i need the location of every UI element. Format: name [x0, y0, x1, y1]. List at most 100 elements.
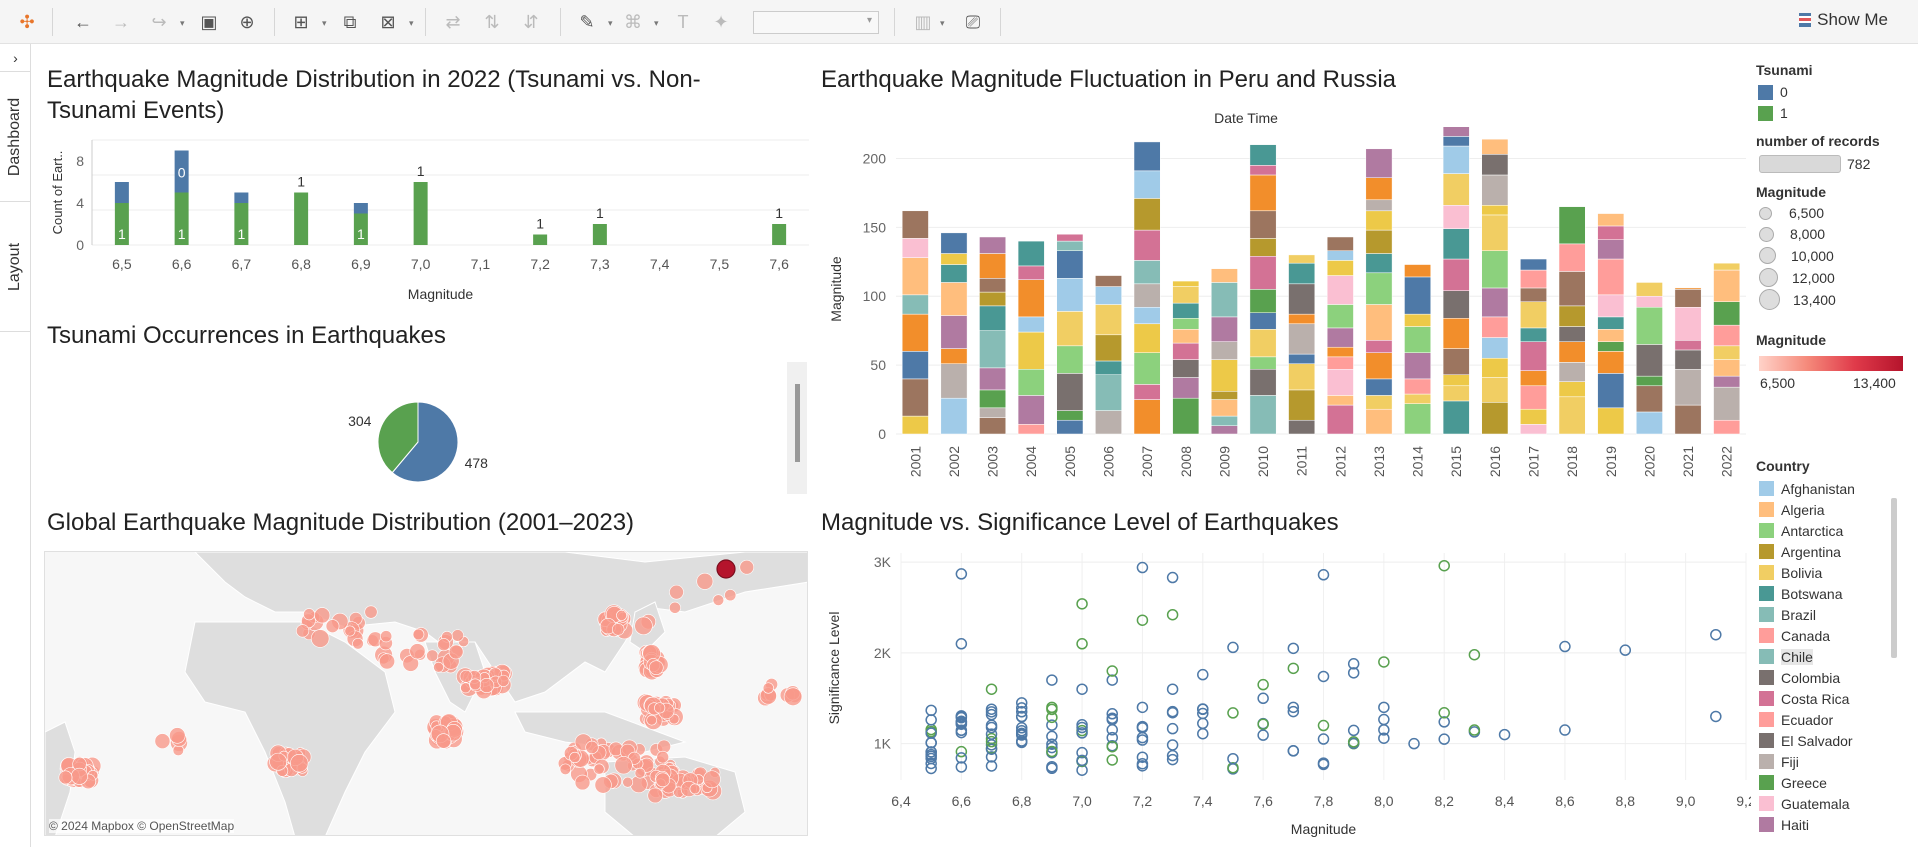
replay-dropdown-icon[interactable]: ▾: [180, 18, 185, 29]
show-cards-icon[interactable]: ▥: [910, 9, 936, 35]
save-icon[interactable]: ▣: [196, 9, 222, 35]
bar-segment: [1366, 211, 1392, 230]
country-legend-item[interactable]: Canada: [1757, 625, 1892, 646]
country-legend-item[interactable]: Brazil: [1757, 604, 1892, 625]
bar-segment: [1636, 307, 1662, 344]
country-legend-item[interactable]: Botswana: [1757, 583, 1892, 604]
bar-segment: [1018, 395, 1044, 424]
x-tick-label: 2008: [1178, 446, 1194, 477]
bar-segment: [1714, 263, 1740, 270]
tsunami-legend-item[interactable]: 0: [1758, 84, 1788, 100]
bar-segment: [1289, 324, 1315, 354]
bar-segment: [1443, 291, 1469, 319]
clear-sheet-icon[interactable]: ⊠: [375, 9, 401, 35]
bar-segment: [1057, 411, 1083, 421]
sort-ascending-icon[interactable]: ⇅: [479, 9, 505, 35]
country-legend-item[interactable]: Colombia: [1757, 667, 1892, 688]
show-me-button[interactable]: Show Me: [1799, 10, 1888, 30]
x-tick-label: 6,6: [172, 256, 192, 272]
new-datasource-icon[interactable]: ⊕: [234, 9, 260, 35]
new-worksheet-icon[interactable]: ⊞: [288, 9, 314, 35]
replay-icon[interactable]: ↪: [146, 9, 172, 35]
side-panel-strip: › Dashboard Layout: [0, 44, 31, 847]
new-worksheet-dropdown-icon[interactable]: ▾: [322, 18, 327, 29]
map-canvas[interactable]: [45, 552, 808, 836]
fit-select[interactable]: ▾: [753, 11, 879, 34]
earthquake-marker: [311, 630, 329, 648]
bar-segment: [1289, 314, 1315, 324]
bar-data-label: 1: [536, 216, 544, 232]
redo-icon[interactable]: →: [108, 9, 134, 35]
peru-russia-chart[interactable]: Date Time 0 50 100 150 200 Magnitude 2001 2002 20…: [821, 104, 1751, 494]
country-swatch: [1759, 691, 1774, 706]
earthquake-marker: [480, 678, 494, 692]
fix-axes-icon[interactable]: ✦: [708, 9, 734, 35]
country-legend-item[interactable]: Algeria: [1757, 499, 1892, 520]
country-legend-item[interactable]: Bolivia: [1757, 562, 1892, 583]
x-axis-label: Magnitude: [408, 286, 474, 302]
x-tick-label: 6,9: [351, 256, 371, 272]
tab-layout[interactable]: Layout: [0, 202, 31, 332]
earthquake-marker: [703, 771, 720, 788]
show-labels-icon[interactable]: T: [670, 9, 696, 35]
tab-dashboard[interactable]: Dashboard: [0, 72, 31, 202]
bar-segment: [1714, 420, 1740, 434]
bar-segment: [1366, 340, 1392, 352]
tsunami-pie-chart[interactable]: 478 304: [330, 390, 510, 490]
world-map[interactable]: © 2024 Mapbox © OpenStreetMap: [44, 551, 808, 836]
presentation-mode-icon[interactable]: ⎚: [960, 9, 986, 35]
bar-segment: [1173, 398, 1199, 434]
country-legend-item[interactable]: Fiji: [1757, 751, 1892, 772]
undo-icon[interactable]: ←: [70, 9, 96, 35]
country-legend-item[interactable]: Haiti: [1757, 814, 1892, 835]
country-legend-item[interactable]: El Salvador: [1757, 730, 1892, 751]
tsunami-1-label: 1: [1780, 105, 1788, 121]
highlight-icon[interactable]: ✎: [574, 9, 600, 35]
bar-segment: [294, 193, 308, 246]
clear-sheet-dropdown-icon[interactable]: ▾: [409, 18, 414, 29]
scroll-thumb[interactable]: [795, 384, 800, 462]
magnitude-significance-scatter[interactable]: 6,4 6,6 6,8 7,0 7,2 7,4 7,6 7,8 8,0 8,2 8,4 8,6 8,8 9…: [821, 548, 1751, 838]
country-legend-item[interactable]: Greece: [1757, 772, 1892, 793]
earthquake-marker: [380, 631, 391, 642]
country-legend-item[interactable]: Argentina: [1757, 541, 1892, 562]
group-dropdown-icon[interactable]: ▾: [654, 18, 659, 29]
country-swatch: [1759, 649, 1774, 664]
bar-segment: [1636, 412, 1662, 434]
group-members-icon[interactable]: ⌘: [620, 9, 646, 35]
tableau-logo-icon[interactable]: ✣: [14, 9, 40, 35]
country-legend-item[interactable]: Afghanistan: [1757, 478, 1892, 499]
tab-dashboard-label: Dashboard: [7, 97, 25, 175]
country-label: Guatemala: [1781, 796, 1849, 812]
magnitude-2022-chart[interactable]: 0 4 8 Count of Eart.. 6,5 1 6,6 1 0 6,7 1 6,8 1 6,9 1 7…: [44, 132, 814, 302]
size-legend-label: 12,000: [1792, 270, 1835, 286]
bar-segment: [1404, 404, 1430, 434]
size-legend-label: 8,000: [1790, 226, 1825, 242]
bar-segment: [1443, 318, 1469, 348]
country-legend-item[interactable]: Antarctica: [1757, 520, 1892, 541]
bar-segment: [1520, 424, 1546, 434]
x-tick-label: 8,8: [1616, 793, 1636, 809]
earthquake-marker-max: [717, 560, 735, 578]
bar-segment: [1404, 394, 1430, 404]
earthquake-marker: [296, 625, 309, 638]
x-tick-label: 2012: [1332, 446, 1348, 477]
x-tick-label: 7,1: [471, 256, 491, 272]
bar-segment: [1134, 400, 1160, 434]
country-legend-item[interactable]: Costa Rica: [1757, 688, 1892, 709]
country-legend-list[interactable]: Afghanistan Algeria Antarctica Argentina Bol…: [1757, 478, 1892, 841]
country-swatch: [1759, 586, 1774, 601]
sort-descending-icon[interactable]: ⇵: [518, 9, 544, 35]
duplicate-sheet-icon[interactable]: ⧉: [337, 9, 363, 35]
tsunami-legend-item[interactable]: 1: [1758, 105, 1788, 121]
highlight-dropdown-icon[interactable]: ▾: [608, 18, 613, 29]
pie-scrollbar[interactable]: [787, 362, 807, 494]
country-scrollbar[interactable]: [1891, 498, 1897, 658]
show-cards-dropdown-icon[interactable]: ▾: [940, 18, 945, 29]
country-legend-item[interactable]: Ecuador: [1757, 709, 1892, 730]
bar-segment: [1095, 411, 1121, 434]
country-legend-item[interactable]: Guatemala: [1757, 793, 1892, 814]
country-legend-item[interactable]: Chile: [1757, 646, 1892, 667]
expand-panel-icon[interactable]: ›: [0, 44, 31, 72]
swap-rows-columns-icon[interactable]: ⇄: [440, 9, 466, 35]
